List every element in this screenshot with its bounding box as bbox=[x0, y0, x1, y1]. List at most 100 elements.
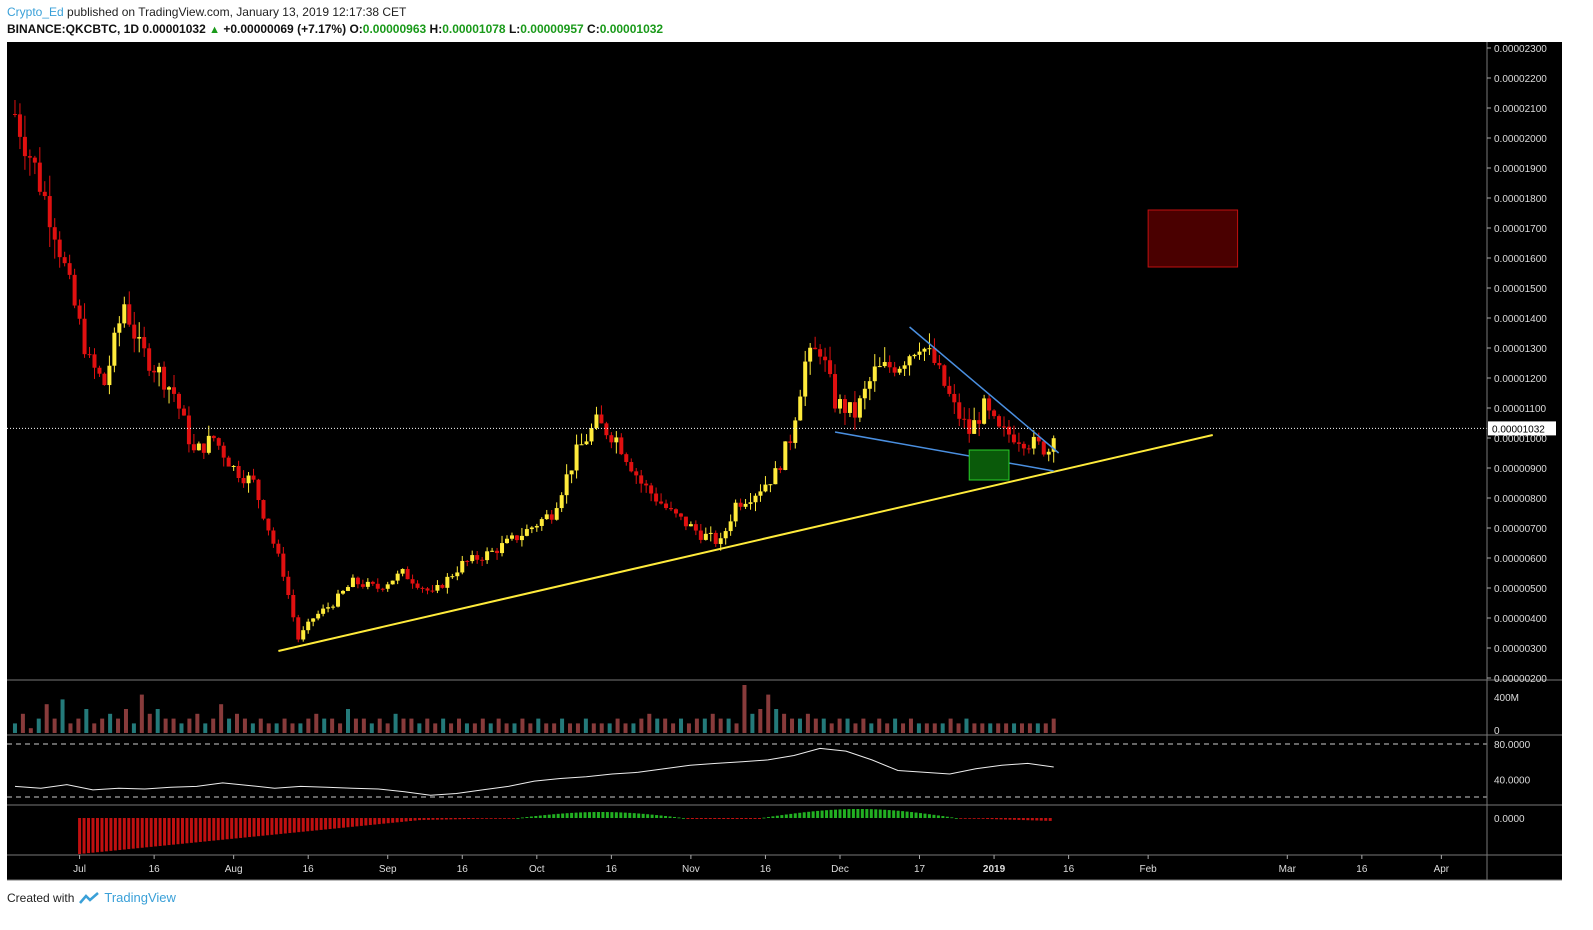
candle-down bbox=[852, 402, 857, 418]
tradingview-brand[interactable]: TradingView bbox=[104, 890, 176, 905]
volume-bar bbox=[805, 713, 810, 733]
histogram-bar bbox=[471, 818, 475, 819]
candle-down bbox=[947, 385, 952, 394]
histogram-bar bbox=[1021, 818, 1025, 821]
volume-bar bbox=[908, 718, 913, 733]
candle-up bbox=[877, 366, 882, 368]
histogram-bar bbox=[798, 812, 802, 818]
candle-down bbox=[132, 324, 137, 339]
histogram-bar bbox=[659, 815, 663, 818]
volume-bar bbox=[361, 718, 366, 733]
volume-bar bbox=[591, 723, 596, 733]
volume-bar bbox=[940, 723, 945, 733]
author-link[interactable]: Crypto_Ed bbox=[7, 5, 64, 19]
histogram-bar bbox=[954, 818, 958, 819]
candle-up bbox=[390, 580, 395, 585]
candle-down bbox=[1006, 426, 1011, 435]
histogram-bar bbox=[252, 818, 256, 837]
volume-bar bbox=[52, 718, 57, 733]
histogram-bar bbox=[95, 818, 99, 853]
volume-bar bbox=[536, 718, 541, 733]
candle-down bbox=[405, 569, 410, 580]
volume-bar bbox=[108, 713, 113, 733]
y-tick-label: 0.00001900 bbox=[1494, 164, 1547, 175]
histogram-bar bbox=[270, 818, 274, 835]
candle-up bbox=[559, 495, 564, 509]
x-tick-label: Apr bbox=[1434, 864, 1450, 875]
candle-down bbox=[997, 416, 1002, 427]
volume-bar bbox=[742, 685, 747, 733]
candle-down bbox=[609, 435, 614, 443]
candle-down bbox=[977, 420, 982, 424]
y-tick-label: 0.00000600 bbox=[1494, 554, 1547, 565]
histogram-bar bbox=[310, 818, 314, 831]
candle-down bbox=[172, 387, 177, 394]
volume-bar bbox=[234, 713, 239, 733]
candle-down bbox=[142, 337, 147, 349]
histogram-bar bbox=[883, 809, 887, 818]
candle-down bbox=[32, 157, 37, 163]
volume-bar bbox=[647, 713, 652, 733]
volume-bar bbox=[924, 723, 929, 733]
histogram-bar bbox=[216, 818, 220, 841]
y-tick-label: 0.00002200 bbox=[1494, 74, 1547, 85]
candle-down bbox=[147, 348, 152, 371]
histogram-bar bbox=[838, 809, 842, 818]
histogram-bar bbox=[574, 812, 578, 818]
candle-down bbox=[355, 577, 360, 585]
volume-bar bbox=[139, 694, 144, 733]
volume-bar bbox=[274, 723, 279, 733]
volume-bar bbox=[219, 704, 224, 733]
candle-down bbox=[17, 114, 22, 137]
volume-bar bbox=[441, 718, 446, 733]
histogram-bar bbox=[185, 818, 189, 844]
candle-down bbox=[47, 196, 52, 228]
volume-bar bbox=[163, 718, 168, 733]
volume-bar bbox=[187, 718, 192, 733]
y-tick-label: 0.00000900 bbox=[1494, 464, 1547, 475]
candle-down bbox=[57, 239, 62, 258]
candle-down bbox=[360, 584, 365, 587]
volume-bar bbox=[28, 728, 33, 733]
histogram-bar bbox=[950, 817, 954, 819]
volume-bar bbox=[607, 723, 612, 733]
volume-bar bbox=[1012, 723, 1017, 733]
volume-bar bbox=[433, 723, 438, 733]
volume-bar bbox=[639, 718, 644, 733]
histogram-bar bbox=[422, 818, 426, 820]
volume-bar bbox=[171, 718, 176, 733]
histogram-bar bbox=[726, 818, 730, 819]
volume-bar bbox=[195, 713, 200, 733]
volume-bar bbox=[710, 713, 715, 733]
histogram-bar bbox=[391, 818, 395, 823]
candle-down bbox=[236, 465, 241, 478]
volume-axis-label: 0 bbox=[1494, 726, 1500, 737]
histogram-bar bbox=[977, 818, 981, 819]
candle-down bbox=[892, 367, 897, 373]
candle-down bbox=[1026, 448, 1031, 450]
candle-up bbox=[773, 468, 778, 485]
candle-down bbox=[440, 585, 445, 588]
histogram-bar bbox=[901, 811, 905, 818]
y-tick-label: 0.00001000 bbox=[1494, 434, 1547, 445]
close-label: C: bbox=[587, 22, 600, 36]
histogram-bar bbox=[869, 809, 873, 818]
histogram-bar bbox=[511, 818, 515, 819]
volume-bar bbox=[464, 723, 469, 733]
histogram-bar bbox=[1044, 818, 1048, 821]
volume-bar bbox=[100, 718, 105, 733]
histogram-bar bbox=[131, 818, 135, 849]
y-tick-label: 0.00000200 bbox=[1494, 674, 1547, 685]
histogram-bar bbox=[194, 818, 198, 843]
candle-up bbox=[982, 398, 987, 424]
histogram-bar bbox=[435, 818, 439, 820]
candle-down bbox=[276, 543, 281, 554]
candle-down bbox=[27, 156, 32, 158]
histogram-bar bbox=[458, 818, 462, 820]
x-tick-label: 16 bbox=[303, 864, 315, 875]
volume-bar bbox=[623, 723, 628, 733]
histogram-bar bbox=[145, 818, 149, 848]
candle-up bbox=[246, 475, 251, 484]
histogram-bar bbox=[784, 814, 788, 818]
